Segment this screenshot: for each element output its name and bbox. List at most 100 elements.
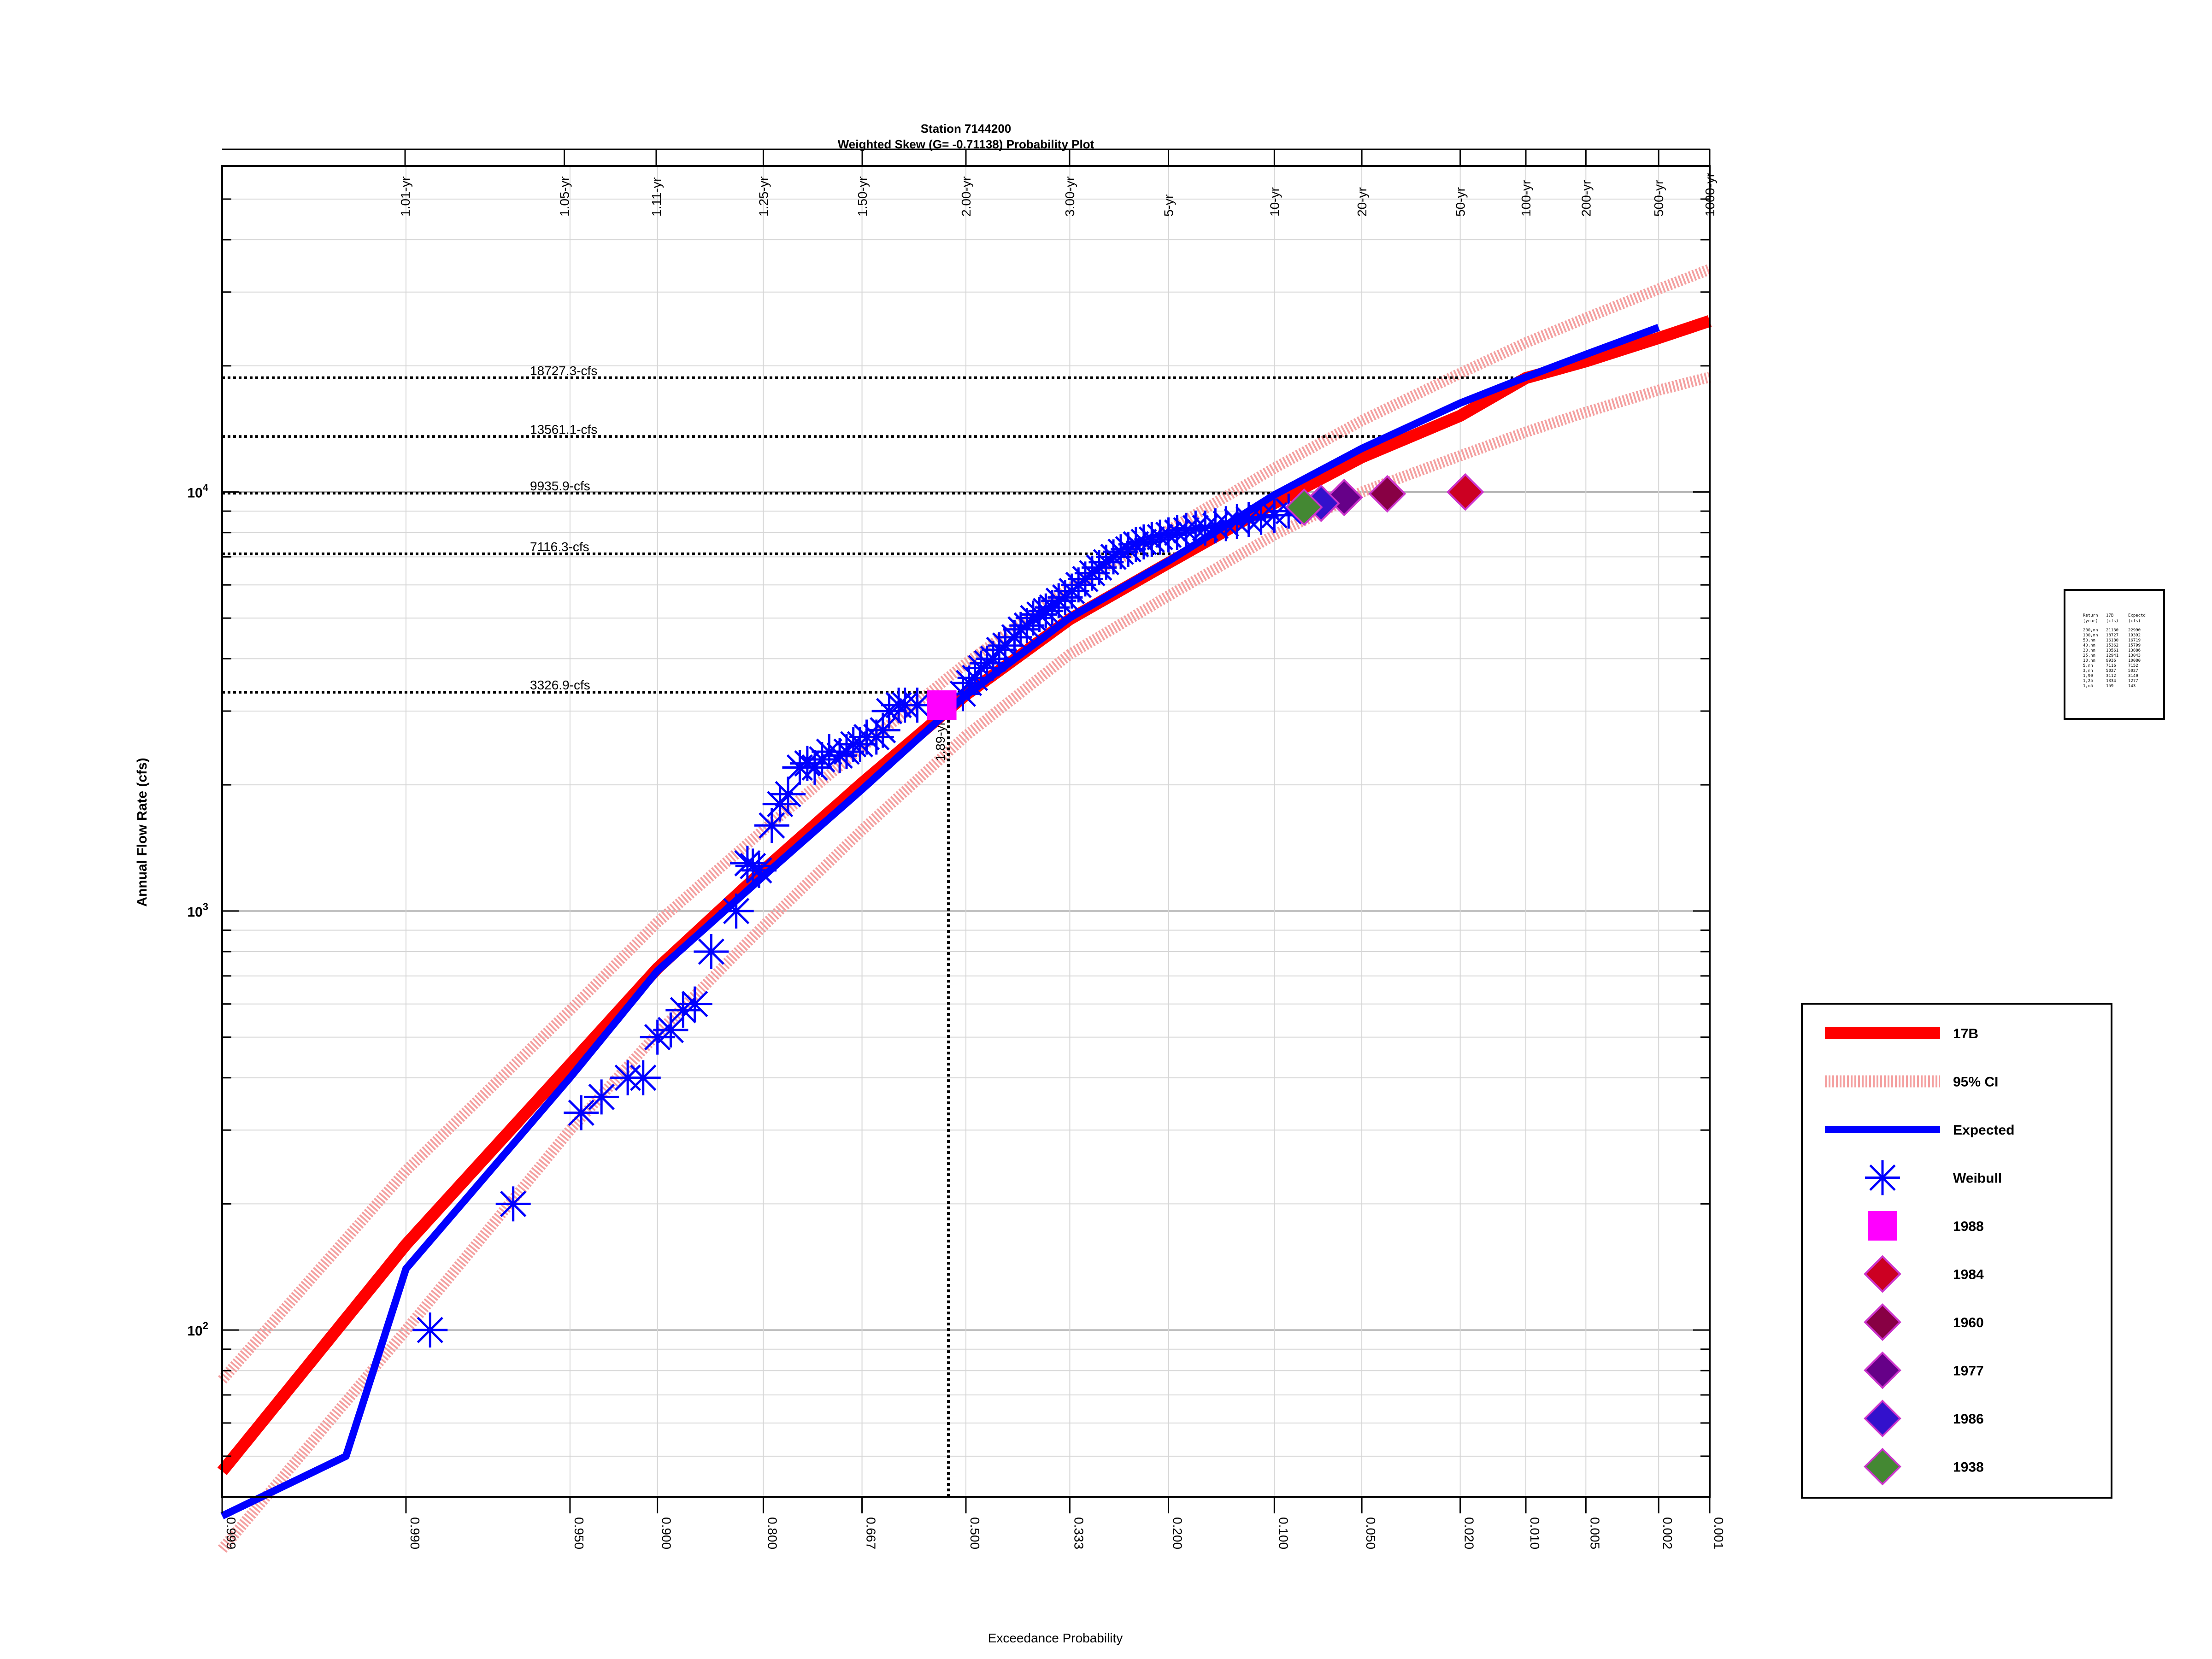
return-period-label: 2.00-yr <box>959 176 973 217</box>
weibull-point <box>718 893 754 929</box>
table-cell: 13886 <box>2128 648 2141 653</box>
return-period-label: 5-yr <box>1162 194 1176 217</box>
table-cell: 200,nn <box>2083 628 2098 633</box>
x-tick-label: 0.200 <box>1171 1517 1185 1549</box>
y-tick-label: 102 <box>187 1320 208 1339</box>
table-cell: 7152 <box>2128 664 2138 668</box>
weibull-point <box>871 694 907 729</box>
historic-point-1988 <box>927 690 957 720</box>
legend-swatch <box>1864 1400 1901 1437</box>
weibull-point <box>741 853 777 888</box>
return-period-label: 10-yr <box>1267 187 1282 217</box>
legend-label: 1988 <box>1953 1219 1984 1234</box>
ci-lower-line <box>218 371 1711 1553</box>
return-period-label: 1.05-yr <box>558 176 572 217</box>
reference-line-label: 18727.3-cfs <box>530 364 597 378</box>
reference-lines: 18727.3-cfs 13561.1-cfs 9935.9-cfs 7116.3-c… <box>222 364 1527 1497</box>
weibull-point <box>412 1312 448 1348</box>
legend-label: 1977 <box>1953 1364 1984 1379</box>
reference-line-label: 9935.9-cfs <box>530 479 590 493</box>
legend-swatch <box>1864 1255 1901 1293</box>
axis-ticks: 0.999 0.990 0.950 0.900 0.800 0.667 0.500 0.333… <box>187 149 1726 1549</box>
table-cell: 1,90 <box>2083 674 2093 678</box>
weibull-point <box>762 786 798 822</box>
legend-label: 1960 <box>1953 1315 1984 1330</box>
table-cell: 1277 <box>2128 679 2138 683</box>
table-cell: 5,nn <box>2083 664 2093 668</box>
table-cell: 1,25 <box>2083 679 2093 683</box>
table-cell: 10080 <box>2128 659 2141 663</box>
weibull-point <box>694 934 729 969</box>
x-tick-label: 0.020 <box>1462 1517 1477 1549</box>
reference-line-label: 13561.1-cfs <box>530 422 597 436</box>
table-cell: 7116 <box>2106 664 2116 668</box>
y-axis-label: Annual Flow Rate (cfs) <box>135 758 150 906</box>
historic-point-1938 <box>1285 488 1323 526</box>
weibull-point <box>625 1060 661 1095</box>
table-cell: 22990 <box>2128 628 2141 633</box>
table-cell: 3140 <box>2128 674 2138 678</box>
weibull-point <box>1208 506 1244 541</box>
x-tick-label: 0.990 <box>408 1517 422 1549</box>
chart-title: Station 7144200 <box>921 122 1012 135</box>
data-points <box>412 473 1484 1348</box>
table-cell: 1334 <box>2106 679 2116 683</box>
table-cell: 15362 <box>2106 643 2118 648</box>
return-period-label: 500-yr <box>1652 180 1666 217</box>
weibull-point <box>771 777 806 812</box>
legend-swatch <box>1864 1351 1901 1389</box>
x-tick-label: 0.050 <box>1364 1517 1378 1549</box>
legend-swatch <box>1865 1160 1900 1195</box>
return-period-label: 50-yr <box>1453 187 1468 217</box>
historic-point-1984 <box>1446 473 1484 511</box>
weibull-point <box>653 1012 688 1048</box>
legend-label: Weibull <box>1953 1171 2002 1186</box>
legend-label: Expected <box>1953 1123 2014 1138</box>
table-cell: 3112 <box>2106 674 2116 678</box>
return-period-label: 200-yr <box>1579 180 1593 217</box>
table-cell: 10,nn <box>2083 659 2095 663</box>
x-tick-label: 0.100 <box>1276 1517 1290 1549</box>
table-cell: 5027 <box>2106 669 2116 673</box>
legend-label: 1938 <box>1953 1460 1984 1475</box>
x-tick-label: 0.999 <box>224 1517 238 1549</box>
table-units: (cfs) <box>2128 619 2141 624</box>
table-cell: 15799 <box>2128 643 2141 648</box>
legend-box <box>1801 1003 2112 1499</box>
return-period-label: 100-yr <box>1519 180 1533 217</box>
weibull-point <box>735 848 771 884</box>
table-units: (cfs) <box>2106 619 2118 624</box>
summary-table: Return 17B Expectd (year) (cfs) (cfs) 200,nn 21… <box>2064 589 2165 720</box>
return-period-label: 3.00-yr <box>1063 176 1077 217</box>
table-cell: 21130 <box>2106 628 2118 633</box>
weibull-point <box>677 986 712 1022</box>
x-tick-label: 0.001 <box>1712 1517 1726 1549</box>
reference-line-label: 7116.3-cfs <box>530 540 589 554</box>
weibull-point <box>1257 498 1292 533</box>
weibull-point <box>1082 550 1117 585</box>
table-cell: 25,nn <box>2083 653 2095 658</box>
table-cell: 13043 <box>2128 653 2141 658</box>
table-cell: 1,n5 <box>2083 684 2093 688</box>
weibull-point <box>564 1095 599 1130</box>
legend-swatch <box>1864 1447 1901 1486</box>
weibull-point <box>1041 583 1077 618</box>
x-axis-label: Exceedance Probability <box>988 1631 1123 1645</box>
table-cell: 12941 <box>2106 653 2118 658</box>
table-header: Return <box>2083 613 2098 618</box>
table-cell: 3,nn <box>2083 669 2093 673</box>
gridlines <box>222 165 1710 1497</box>
table-cell: 18727 <box>2106 633 2118 638</box>
weibull-point <box>1028 593 1064 629</box>
table-cell: 13561 <box>2106 648 2118 653</box>
table-cell: 16719 <box>2128 638 2141 643</box>
x-tick-label: 0.800 <box>765 1517 779 1549</box>
weibull-point <box>584 1079 619 1115</box>
weibull-point <box>495 1186 531 1222</box>
return-period-label: 1000-yr <box>1703 173 1717 217</box>
table-cell: 5027 <box>2128 669 2138 673</box>
reference-line-label: 3326.9-cfs <box>530 678 590 692</box>
historic-point-1960 <box>1368 475 1406 513</box>
x-tick-label: 0.010 <box>1528 1517 1542 1549</box>
